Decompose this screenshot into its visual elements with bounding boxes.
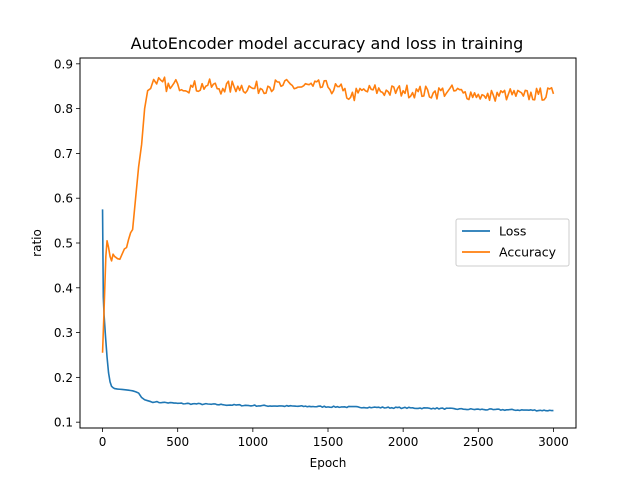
x-tick-label: 1000 bbox=[238, 435, 269, 449]
series-line-accuracy bbox=[101, 76, 555, 353]
x-tick-label: 2000 bbox=[388, 435, 419, 449]
y-tick-label: 0.1 bbox=[54, 416, 73, 430]
x-tick-label: 3000 bbox=[538, 435, 569, 449]
y-tick-label: 0.4 bbox=[54, 281, 73, 295]
x-tick-label: 1500 bbox=[313, 435, 344, 449]
y-tick-label: 0.3 bbox=[54, 326, 73, 340]
y-axis-label: ratio bbox=[30, 229, 44, 257]
y-tick-label: 0.8 bbox=[54, 102, 73, 116]
series-line-loss bbox=[101, 209, 554, 412]
x-tick-label: 2500 bbox=[463, 435, 494, 449]
y-tick-label: 0.2 bbox=[54, 371, 73, 385]
legend-label-loss: Loss bbox=[499, 224, 526, 239]
x-axis-label: Epoch bbox=[310, 456, 347, 470]
x-axis: 0 500 1000 1500 2000 2500 3000 bbox=[99, 428, 569, 449]
legend: Loss Accuracy bbox=[455, 218, 570, 267]
x-tick-label: 0 bbox=[99, 435, 107, 449]
y-axis: 0.1 0.2 0.3 0.4 0.5 0.6 0.7 0.8 0.9 bbox=[54, 57, 80, 430]
y-tick-label: 0.9 bbox=[54, 57, 73, 71]
y-tick-label: 0.7 bbox=[54, 147, 73, 161]
legend-label-accuracy: Accuracy bbox=[499, 245, 557, 260]
chart-title: AutoEncoder model accuracy and loss in t… bbox=[131, 34, 524, 53]
y-tick-label: 0.6 bbox=[54, 192, 73, 206]
x-tick-label: 500 bbox=[166, 435, 189, 449]
y-tick-label: 0.5 bbox=[54, 237, 73, 251]
